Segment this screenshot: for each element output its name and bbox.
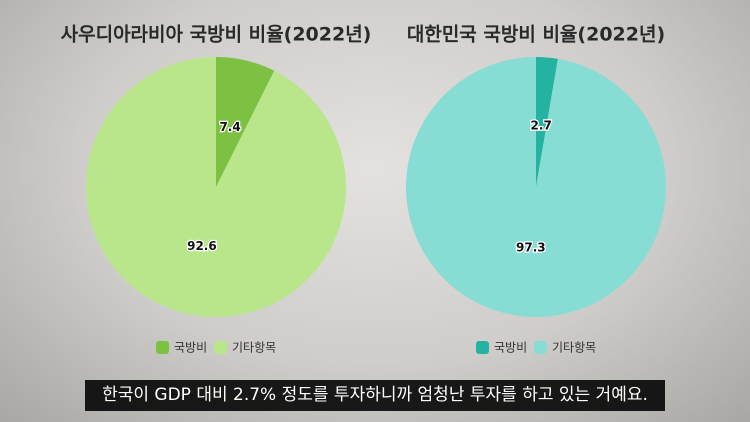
- pie-slice: [85, 57, 346, 317]
- slice-label: 2.7: [531, 119, 552, 133]
- pie-slice: [406, 57, 666, 317]
- legend-marker: [534, 341, 547, 354]
- legend-label: 국방비: [494, 341, 527, 355]
- legend-marker: [214, 341, 227, 354]
- legend-marker: [156, 341, 169, 354]
- legend-marker: [476, 341, 489, 354]
- slice-label: 7.4: [219, 120, 240, 134]
- legend-label: 기타항목: [232, 341, 276, 355]
- slice-label: 97.3: [516, 240, 546, 254]
- pie-slice: [536, 57, 558, 187]
- pie-slice: [216, 57, 275, 187]
- chart-title: 사우디아라비아 국방비 비율(2022년): [61, 24, 372, 46]
- slice-label: 92.6: [187, 239, 217, 253]
- legend-label: 기타항목: [552, 341, 596, 355]
- chart-title: 대한민국 국방비 비율(2022년): [407, 24, 665, 46]
- subtitle-caption: 한국이 GDP 대비 2.7% 정도를 투자하니까 엄청난 투자를 하고 있는 …: [85, 380, 665, 411]
- legend-label: 국방비: [174, 341, 207, 355]
